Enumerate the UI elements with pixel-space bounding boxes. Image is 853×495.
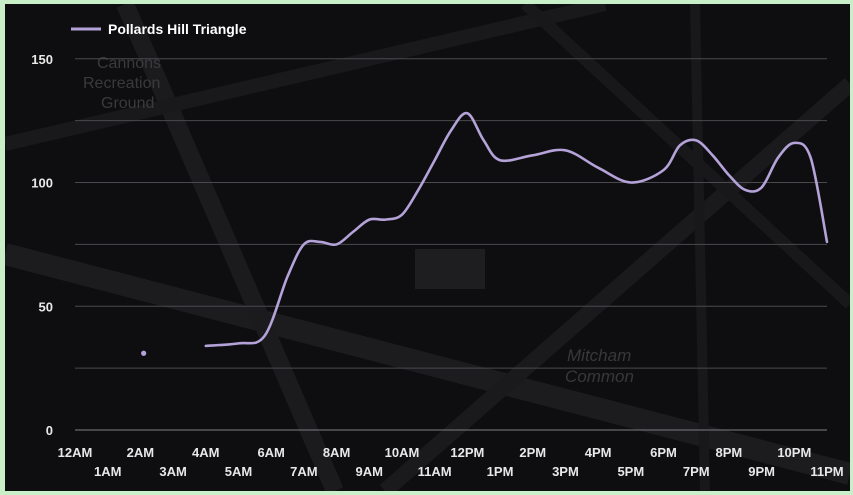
data-point	[141, 350, 147, 356]
x-tick-label: 1AM	[94, 464, 121, 479]
x-tick-label: 7AM	[290, 464, 317, 479]
x-tick-label: 3PM	[552, 464, 579, 479]
y-tick-label: 50	[39, 299, 53, 314]
x-tick-label: 9PM	[748, 464, 775, 479]
x-tick-label: 4PM	[585, 445, 612, 460]
x-tick-label: 11PM	[810, 464, 843, 479]
series-layer	[141, 111, 829, 356]
map-label-recreation: Recreation	[83, 75, 160, 92]
legend-label: Pollards Hill Triangle	[108, 21, 247, 37]
x-tick-label: 12AM	[58, 445, 93, 460]
x-tick-label: 4AM	[192, 445, 219, 460]
gridlines	[75, 58, 827, 431]
x-tick-label: 8AM	[323, 445, 350, 460]
x-tick-label: 9AM	[356, 464, 383, 479]
x-tick-label: 11AM	[418, 464, 452, 479]
x-tick-label: 7PM	[683, 464, 710, 479]
x-tick-label: 2PM	[519, 445, 546, 460]
map-label-cannons: Cannons	[97, 55, 161, 72]
x-tick-label: 3AM	[159, 464, 186, 479]
x-tick-label: 10PM	[777, 445, 811, 460]
x-tick-label: 2AM	[127, 445, 154, 460]
map-label-mitcham: Mitcham	[567, 346, 631, 365]
y-tick-label: 150	[31, 52, 53, 67]
legend: Pollards Hill Triangle	[71, 21, 247, 37]
y-tick-label: 0	[46, 423, 53, 438]
chart-panel: Cannons Recreation Ground Mitcham Common…	[5, 4, 850, 491]
x-tick-label: 5PM	[617, 464, 644, 479]
y-tick-label: 100	[31, 176, 53, 191]
x-tick-label: 5AM	[225, 464, 252, 479]
series-line	[204, 111, 829, 348]
line-chart: Cannons Recreation Ground Mitcham Common…	[5, 4, 850, 491]
map-label-common: Common	[565, 367, 634, 386]
x-tick-label: 6PM	[650, 445, 677, 460]
map-label-ground: Ground	[101, 95, 154, 112]
background-map: Cannons Recreation Ground Mitcham Common	[5, 4, 850, 491]
x-tick-label: 10AM	[385, 445, 420, 460]
x-tick-label: 1PM	[487, 464, 514, 479]
x-tick-label: 6AM	[257, 445, 284, 460]
x-tick-label: 12PM	[450, 445, 484, 460]
x-tick-label: 8PM	[716, 445, 743, 460]
